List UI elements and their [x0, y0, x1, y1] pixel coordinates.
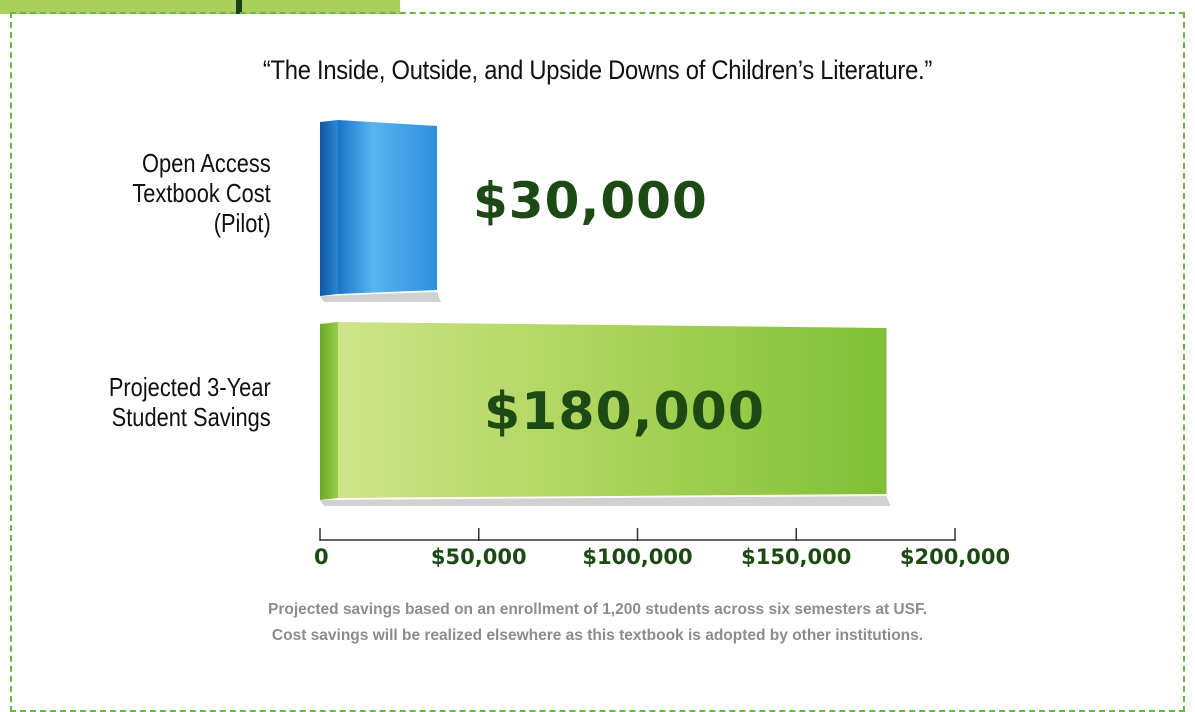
x-tick-label: $150,000 [741, 545, 852, 569]
category-label-line: Open Access [142, 148, 271, 178]
x-tick-label: 0 [314, 545, 329, 569]
category-label-line: Student Savings [111, 402, 271, 432]
footnote-line-1: Projected savings based on an enrollment… [268, 601, 927, 618]
bar-value-label-open-access: $30,000 [473, 172, 708, 230]
x-tick-label: $100,000 [582, 545, 693, 569]
chart-title: “The Inside, Outside, and Upside Downs o… [262, 55, 933, 85]
bar-chart [319, 120, 956, 541]
category-label-projected-savings: Projected 3-Year Student Savings [109, 372, 271, 432]
bar-value-label-projected-savings: $180,000 [484, 382, 766, 442]
bar-open-access [320, 120, 441, 302]
category-label-line: Textbook Cost [132, 178, 271, 208]
footnote-line-2: Cost savings will be realized elsewhere … [271, 627, 924, 644]
category-label-line: (Pilot) [213, 208, 271, 238]
x-tick-label: $50,000 [430, 545, 527, 569]
category-label-line: Projected 3-Year [109, 372, 271, 402]
x-tick-label: $200,000 [899, 545, 1011, 569]
category-label-open-access: Open Access Textbook Cost (Pilot) [133, 148, 271, 238]
header-tab-strip [0, 0, 400, 14]
bar-projected-savings [320, 322, 891, 506]
